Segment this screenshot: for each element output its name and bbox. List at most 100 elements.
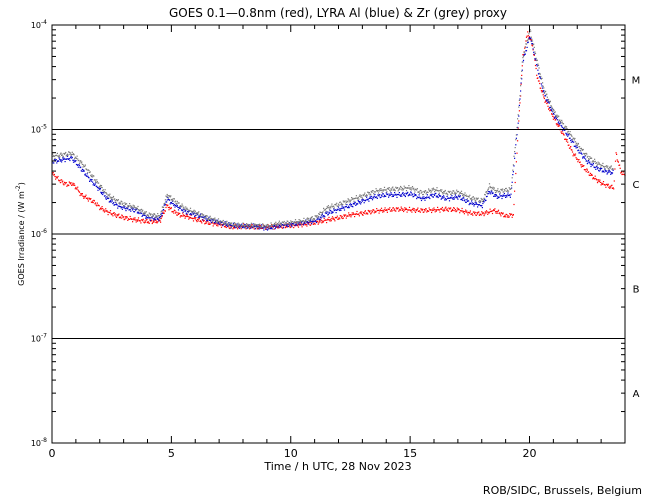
data-point	[199, 216, 201, 218]
data-point	[482, 198, 484, 200]
data-point	[491, 212, 494, 215]
data-point	[320, 217, 322, 219]
data-point	[156, 218, 158, 220]
data-point	[224, 226, 226, 228]
data-point	[205, 216, 207, 218]
data-point	[452, 198, 454, 200]
data-point	[431, 188, 433, 190]
data-point	[546, 93, 548, 95]
data-point	[204, 215, 206, 217]
data-point	[387, 193, 389, 195]
data-point	[489, 185, 491, 188]
data-point	[273, 228, 275, 230]
data-point	[529, 29, 531, 31]
data-point	[390, 192, 392, 194]
data-point	[373, 209, 375, 211]
data-point	[256, 226, 258, 229]
data-point	[382, 211, 384, 213]
data-point	[500, 215, 502, 217]
data-point	[394, 208, 396, 210]
data-point	[203, 220, 205, 222]
data-point	[237, 222, 239, 224]
data-point	[91, 201, 93, 203]
data-point	[183, 214, 186, 217]
data-point	[619, 164, 621, 166]
data-point	[506, 214, 508, 216]
data-point	[565, 138, 567, 140]
data-point	[405, 208, 408, 210]
data-point	[391, 195, 393, 198]
data-point	[496, 210, 498, 213]
data-point	[543, 92, 545, 94]
data-point	[198, 217, 200, 219]
data-point	[166, 201, 168, 203]
data-point	[290, 220, 292, 222]
data-point	[170, 208, 172, 210]
data-point	[96, 181, 98, 183]
data-point	[412, 207, 414, 209]
data-point	[55, 176, 57, 178]
data-point	[484, 194, 486, 196]
data-point	[272, 224, 274, 226]
data-point	[560, 131, 562, 133]
data-point	[262, 223, 264, 225]
data-point	[585, 158, 587, 160]
data-point	[95, 202, 97, 204]
data-point	[430, 194, 432, 196]
data-point	[536, 74, 538, 76]
data-point	[382, 190, 384, 192]
data-point	[571, 140, 574, 142]
data-point	[186, 210, 189, 212]
data-point	[295, 223, 297, 225]
data-point	[482, 199, 485, 202]
data-point	[437, 196, 439, 199]
data-point	[265, 226, 267, 228]
data-point	[172, 203, 174, 205]
data-point	[363, 212, 365, 214]
data-point	[210, 220, 212, 222]
data-point	[173, 198, 175, 200]
data-point	[67, 154, 69, 156]
data-point	[446, 208, 448, 210]
data-point	[572, 155, 574, 157]
data-point	[228, 224, 230, 226]
data-point	[551, 113, 553, 116]
data-point	[266, 228, 268, 230]
data-point	[217, 221, 220, 223]
data-point	[147, 214, 149, 217]
data-point	[588, 171, 590, 173]
data-point	[65, 155, 67, 157]
data-point	[592, 177, 594, 179]
data-point	[576, 145, 578, 147]
data-point	[88, 177, 90, 179]
data-point	[176, 205, 178, 207]
data-point	[598, 163, 600, 165]
data-point	[78, 162, 81, 164]
data-point	[463, 210, 465, 213]
data-point	[434, 191, 436, 193]
data-point	[63, 184, 65, 186]
data-point	[129, 215, 131, 218]
data-point	[177, 213, 180, 215]
data-point	[218, 221, 220, 223]
data-point	[268, 228, 270, 230]
data-point	[214, 222, 216, 224]
data-point	[103, 192, 105, 194]
data-point	[530, 38, 532, 41]
data-point	[437, 196, 439, 198]
data-point	[163, 209, 165, 211]
data-point	[304, 222, 306, 224]
data-point	[534, 51, 536, 53]
data-point	[126, 203, 128, 205]
data-point	[53, 159, 55, 161]
data-point	[114, 204, 116, 206]
data-point	[142, 214, 144, 216]
data-point	[456, 197, 458, 199]
data-point	[320, 211, 322, 213]
data-point	[502, 195, 504, 197]
data-point	[349, 203, 351, 205]
data-point	[318, 213, 320, 215]
data-point	[326, 222, 328, 224]
data-point	[363, 199, 365, 201]
data-point	[400, 186, 402, 189]
